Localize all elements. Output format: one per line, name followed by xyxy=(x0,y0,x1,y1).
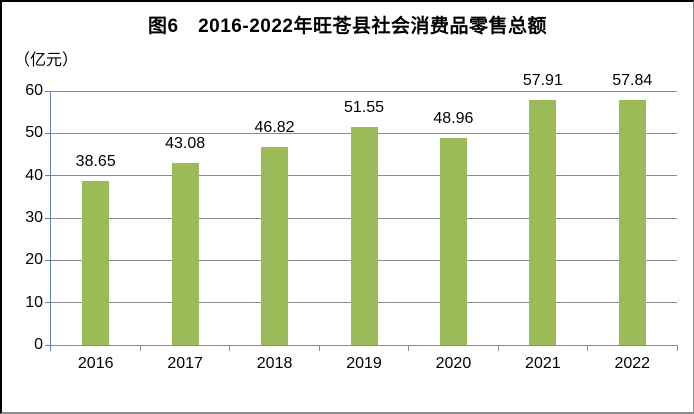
x-tick-label: 2019 xyxy=(346,355,382,372)
bar-value-label: 57.84 xyxy=(612,72,653,90)
gridline xyxy=(51,90,677,92)
bar-value-label: 46.82 xyxy=(254,118,295,136)
x-tick-label: 2016 xyxy=(77,355,114,372)
bar xyxy=(261,146,289,345)
x-tick-label: 2021 xyxy=(525,355,561,372)
x-tick-label: 2018 xyxy=(256,355,293,372)
bar xyxy=(82,181,110,345)
x-tick-label: 2017 xyxy=(167,355,203,372)
x-tick-label: 2020 xyxy=(435,355,472,372)
y-tick-mark xyxy=(45,132,51,134)
x-tick-mark xyxy=(408,345,410,351)
y-tick-mark xyxy=(45,302,51,304)
y-tick-label: 50 xyxy=(25,124,43,142)
bar xyxy=(171,162,199,345)
y-tick-mark xyxy=(45,259,51,261)
bar xyxy=(350,126,378,345)
y-tick-mark xyxy=(45,90,51,92)
bar-value-label: 48.96 xyxy=(433,109,474,127)
y-tick-mark xyxy=(45,344,51,346)
x-tick-mark xyxy=(139,345,141,351)
y-tick-label: 0 xyxy=(34,336,43,353)
bar xyxy=(439,137,467,345)
x-tick-label: 2022 xyxy=(614,355,651,372)
bar-value-label: 38.65 xyxy=(75,153,116,171)
x-tick-mark xyxy=(318,345,320,351)
bar xyxy=(529,99,557,345)
y-tick-label: 10 xyxy=(25,293,43,311)
x-tick-mark xyxy=(229,345,231,351)
x-tick-mark xyxy=(587,345,589,351)
bar-value-label: 57.91 xyxy=(522,71,563,89)
chart-title: 图6 2016-2022年旺苍县社会消费品零售总额 xyxy=(148,16,547,37)
y-tick-mark xyxy=(45,217,51,219)
y-tick-label: 60 xyxy=(25,82,43,99)
y-axis-line xyxy=(50,91,51,351)
y-tick-label: 30 xyxy=(25,209,43,226)
y-tick-mark xyxy=(45,175,51,177)
bar xyxy=(618,100,646,345)
y-axis-unit-label: （亿元） xyxy=(14,52,79,69)
bar-value-label: 51.55 xyxy=(343,98,385,116)
y-tick-label: 40 xyxy=(25,166,43,184)
x-tick-mark xyxy=(676,345,678,351)
bar-value-label: 43.08 xyxy=(165,134,206,152)
y-tick-label: 20 xyxy=(25,251,43,269)
x-tick-mark xyxy=(497,345,499,351)
gridline xyxy=(51,344,677,346)
